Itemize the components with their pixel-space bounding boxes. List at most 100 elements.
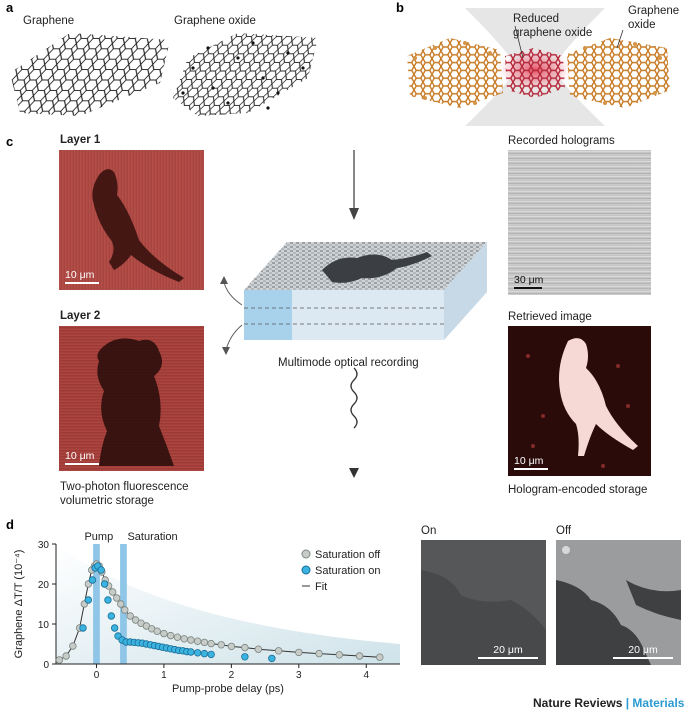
y-tick-label: 20 <box>38 580 50 591</box>
saturation-annotation: Saturation <box>127 531 177 543</box>
saturation-on-point <box>241 653 249 661</box>
saturation-off-point <box>173 633 182 641</box>
layer2-koala-image: 10 μm <box>59 326 204 471</box>
two-photon-caption: Two-photon fluorescence volumetric stora… <box>60 481 189 507</box>
journal-name: Nature Reviews <box>533 696 623 710</box>
retrieved-kangaroo-image: 10 μm <box>508 326 651 476</box>
x-tick-label: 0 <box>94 670 100 681</box>
on-scale-text: 20 μm <box>493 644 523 656</box>
graphene-oxide-label: Graphene oxide <box>174 15 256 27</box>
journal-section: Materials <box>632 696 685 710</box>
pump-band <box>93 544 100 664</box>
saturation-off-point <box>108 588 117 596</box>
saturation-off-point <box>180 635 188 643</box>
saturation-off-micrograph: 20 μm <box>556 540 681 665</box>
journal-separator: | <box>625 696 630 710</box>
layer2-scale-text: 10 μm <box>65 450 95 462</box>
rgo-illustration <box>407 8 670 126</box>
off-scale-text: 20 μm <box>628 644 658 656</box>
graphene-label: Graphene <box>23 15 75 27</box>
saturation-off-point <box>335 651 343 659</box>
saturation-off-point <box>121 606 129 614</box>
retrieved-scale-text: 10 μm <box>514 455 544 467</box>
saturation-off-point <box>69 642 77 650</box>
saturation-on-point <box>207 650 215 659</box>
saturation-off-point <box>295 648 303 657</box>
graphene-oxide-lattice-image <box>173 33 318 116</box>
y-tick-label: 0 <box>43 660 49 671</box>
legend-fit-label: Fit <box>315 581 327 593</box>
recorded-holograms-label: Recorded holograms <box>508 135 615 147</box>
saturation-on-point <box>268 654 276 663</box>
retrieved-image-label: Retrieved image <box>508 311 592 323</box>
saturation-on-point <box>107 612 116 620</box>
saturation-on-micrograph: 20 μm <box>421 540 546 665</box>
x-tick-label: 3 <box>296 670 302 681</box>
layer1-kangaroo-image: 10 μm <box>59 150 204 290</box>
x-axis-label: Pump-probe delay (ps) <box>172 683 284 695</box>
saturation-on-point <box>97 566 105 574</box>
saturation-off-point <box>207 639 215 648</box>
holograms-scale-text: 30 μm <box>514 274 544 286</box>
saturation-off-point <box>241 643 249 652</box>
y-axis-label: Graphene ΔT/T (10⁻⁴) <box>13 550 25 659</box>
saturation-off-point <box>376 653 384 661</box>
x-tick-label: 4 <box>363 670 369 681</box>
recorded-holograms-image: 30 μm <box>508 150 651 295</box>
layer2-label: Layer 2 <box>60 310 101 322</box>
legend-on-label: Saturation on <box>315 565 380 577</box>
pump-probe-chart: 0 10 20 30 0 1 2 3 4 Saturation off Saturation on… <box>13 531 400 695</box>
layer2-scale-bar: 10 μm <box>65 450 99 465</box>
hologram-encoded-caption: Hologram-encoded storage <box>508 484 648 496</box>
off-scale-bar: 20 μm <box>613 644 673 659</box>
layer1-scale-text: 10 μm <box>65 269 95 281</box>
journal-credit: Nature Reviews | Materials <box>533 696 684 710</box>
layer1-scale-bar: 10 μm <box>65 269 99 284</box>
saturation-on-point <box>104 596 112 604</box>
layer1-label: Layer 1 <box>60 134 101 146</box>
panel-b-letter: b <box>396 0 404 15</box>
x-tick-label: 1 <box>161 670 167 681</box>
panel-a-letter: a <box>6 0 14 15</box>
off-label: Off <box>556 525 572 537</box>
saturation-off-point <box>187 636 195 644</box>
plot-background <box>56 544 400 664</box>
saturation-off-point <box>160 629 168 638</box>
saturation-off-point <box>153 627 161 635</box>
panel-d-letter: d <box>6 517 14 532</box>
saturation-off-point <box>166 631 175 640</box>
graphene-lattice-image <box>10 33 170 116</box>
on-label: On <box>421 525 437 537</box>
on-scale-bar: 20 μm <box>478 644 538 659</box>
saturation-on-point <box>100 580 109 588</box>
retrieved-scale-bar: 10 μm <box>514 455 548 470</box>
holograms-scale-bar: 30 μm <box>514 274 543 289</box>
saturation-on-point <box>84 596 93 604</box>
multimode-caption: Multimode optical recording <box>278 357 419 369</box>
saturation-off-point <box>315 649 323 658</box>
saturation-off-point <box>193 637 202 645</box>
saturation-on-point <box>88 576 97 584</box>
panel-c-letter: c <box>6 134 14 149</box>
saturation-off-point <box>254 645 263 653</box>
saturation-on-point <box>200 649 209 658</box>
y-tick-label: 10 <box>38 620 50 631</box>
saturation-off-point <box>126 612 134 620</box>
saturation-off-point <box>117 600 125 608</box>
x-tick-label: 2 <box>229 670 235 681</box>
saturation-off-point <box>274 647 283 655</box>
saturation-off-point <box>355 652 364 660</box>
reduced-graphene-oxide-label: Reduced graphene oxide <box>513 13 593 39</box>
saturation-on-point <box>79 624 87 632</box>
saturation-off-point <box>217 641 225 649</box>
saturation-off-point <box>227 642 236 651</box>
legend-off-label: Saturation off <box>315 549 381 561</box>
saturation-off-point <box>200 638 209 647</box>
saturation-on-point <box>193 649 202 657</box>
y-tick-label: 30 <box>38 540 50 551</box>
legend-off-marker <box>301 549 311 559</box>
saturation-off-point <box>113 594 121 602</box>
saturation-off-point <box>55 656 64 664</box>
saturation-off-point <box>62 652 70 660</box>
pump-annotation: Pump <box>84 531 113 543</box>
